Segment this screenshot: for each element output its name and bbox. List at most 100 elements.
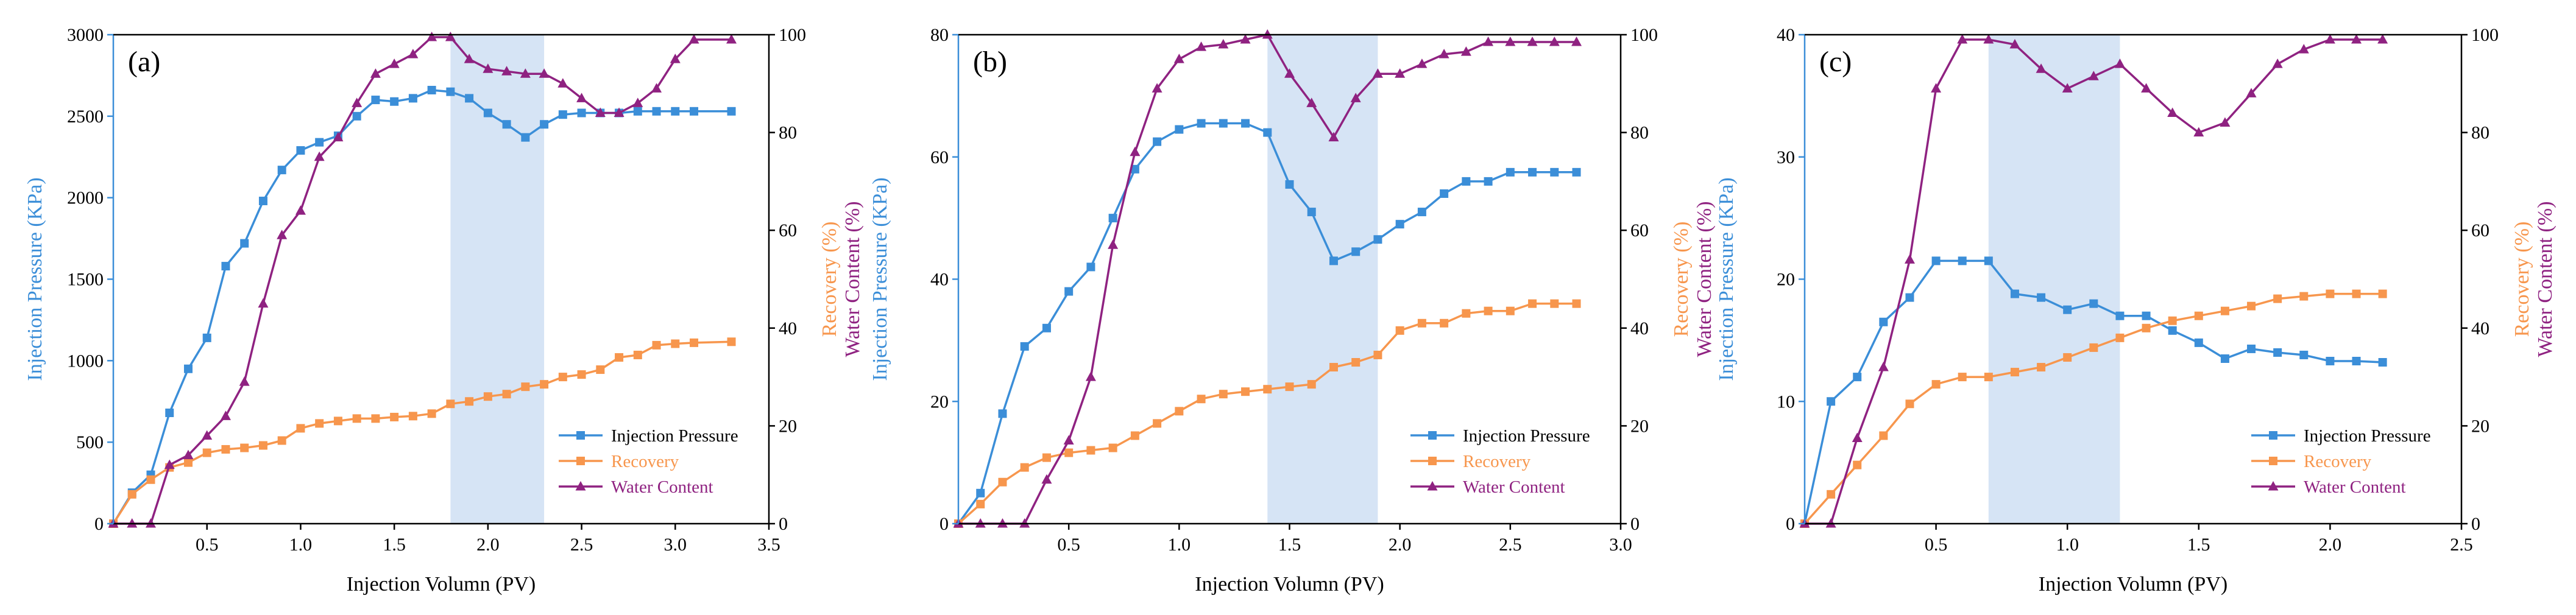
recovery-point bbox=[277, 436, 286, 445]
water-content-point bbox=[389, 58, 400, 68]
water-content-point bbox=[1328, 132, 1339, 142]
recovery-point bbox=[1931, 380, 1941, 389]
injection-pressure-point bbox=[183, 364, 193, 373]
injection-pressure-point bbox=[1395, 220, 1404, 229]
injection-pressure-point bbox=[1108, 214, 1117, 223]
left-y-axis-title: Injection Pressure (KPa) bbox=[24, 177, 46, 381]
injection-pressure-point bbox=[277, 166, 286, 175]
injection-pressure-point bbox=[1506, 167, 1515, 177]
recovery-point bbox=[2247, 301, 2256, 311]
legend-injection-pressure-label: Injection Pressure bbox=[2304, 426, 2431, 446]
right-y-tick-label: 40 bbox=[2471, 318, 2489, 339]
injection-pressure-point bbox=[1528, 167, 1537, 177]
injection-pressure-point bbox=[2063, 305, 2072, 314]
recovery-point bbox=[483, 392, 492, 401]
injection-pressure-point bbox=[1197, 119, 1206, 128]
injection-pressure-point bbox=[540, 120, 549, 129]
series-water-content bbox=[1799, 34, 2388, 528]
injection-pressure-point bbox=[1931, 256, 1941, 265]
recovery-point bbox=[1827, 490, 1836, 499]
water-content-point bbox=[239, 376, 250, 386]
recovery-axis-title: Recovery (%) bbox=[2511, 222, 2533, 337]
injection-pressure-point bbox=[446, 87, 455, 96]
panel-label: (a) bbox=[128, 46, 160, 78]
injection-pressure-point bbox=[2273, 348, 2282, 357]
left-y-tick-label: 2500 bbox=[67, 107, 104, 127]
water-content-point bbox=[1852, 432, 1863, 442]
injection-pressure-point bbox=[2326, 357, 2335, 366]
water-content-point bbox=[1284, 68, 1295, 78]
water-content-axis-title: Water Content (%) bbox=[1693, 202, 1716, 357]
left-y-axis-title: Injection Pressure (KPa) bbox=[1715, 177, 1738, 381]
injection-pressure-point bbox=[2168, 326, 2177, 335]
injection-pressure-point bbox=[1827, 397, 1836, 406]
legend-water-content-marker bbox=[1427, 481, 1438, 491]
water-content-point bbox=[2167, 107, 2178, 117]
recovery-point bbox=[1241, 387, 1250, 396]
water-content-point bbox=[557, 78, 568, 88]
highlight-band bbox=[1988, 35, 2120, 524]
water-content-point bbox=[370, 68, 381, 78]
water-content-point bbox=[632, 97, 643, 107]
injection-pressure-point bbox=[2352, 357, 2361, 366]
x-axis-title: Injection Volumn (PV) bbox=[2039, 573, 2227, 596]
water-content-point bbox=[2193, 127, 2204, 137]
left-y-tick-label: 60 bbox=[930, 147, 949, 167]
recovery-point bbox=[1285, 382, 1294, 392]
injection-pressure-point bbox=[577, 108, 586, 118]
recovery-point bbox=[258, 441, 267, 450]
injection-pressure-point bbox=[1417, 208, 1426, 217]
x-tick-label: 3.0 bbox=[1609, 535, 1632, 555]
recovery-point bbox=[671, 339, 680, 348]
right-y-tick-label: 80 bbox=[779, 123, 797, 143]
water-content-point bbox=[2036, 63, 2047, 73]
recovery-point bbox=[633, 350, 642, 359]
water-content-point bbox=[1904, 254, 1915, 264]
injection-pressure-point bbox=[2220, 354, 2229, 363]
water-content-point bbox=[2246, 88, 2257, 97]
water-content-point bbox=[1306, 97, 1317, 107]
x-tick-label: 3.5 bbox=[757, 535, 780, 555]
left-y-tick-label: 10 bbox=[1777, 392, 1795, 412]
recovery-point bbox=[2378, 289, 2387, 298]
water-content-point bbox=[2088, 71, 2099, 80]
x-tick-label: 1.0 bbox=[289, 535, 313, 555]
injection-pressure-point bbox=[1285, 180, 1294, 189]
right-y-tick-label: 80 bbox=[2471, 123, 2489, 143]
recovery-point bbox=[1153, 419, 1162, 428]
panel-c: 0.5 1.0 1.5 2.0 2.5010203040020406080100Inje… bbox=[1715, 25, 2557, 596]
water-content-point bbox=[2351, 34, 2362, 44]
x-tick-label: 3.0 bbox=[664, 535, 687, 555]
left-y-tick-label: 0 bbox=[939, 514, 949, 534]
injection-pressure-point bbox=[2142, 311, 2151, 320]
injection-pressure-point bbox=[2115, 311, 2125, 320]
recovery-point bbox=[1373, 350, 1382, 359]
legend-injection-pressure-label: Injection Pressure bbox=[1463, 426, 1590, 446]
recovery-point bbox=[1879, 431, 1888, 440]
water-content-point bbox=[220, 410, 231, 420]
injection-pressure-point bbox=[465, 94, 474, 103]
water-content-point bbox=[258, 298, 269, 308]
injection-pressure-point bbox=[1853, 373, 1862, 382]
recovery-point bbox=[2037, 363, 2046, 372]
water-content-point bbox=[1173, 54, 1184, 63]
injection-pressure-point bbox=[2378, 358, 2387, 367]
injection-pressure-point bbox=[690, 107, 699, 116]
x-tick-label: 2.0 bbox=[1389, 535, 1412, 555]
highlight-band bbox=[1267, 35, 1378, 524]
injection-pressure-point bbox=[1130, 164, 1139, 174]
injection-pressure-point bbox=[1153, 137, 1162, 146]
water-content-point bbox=[2114, 58, 2125, 68]
right-y-tick-label: 60 bbox=[1630, 220, 1649, 241]
water-content-point bbox=[1931, 83, 1942, 93]
legend: Injection Pressure Recovery Water Content bbox=[1410, 426, 1590, 497]
recovery-point bbox=[1351, 358, 1361, 367]
legend-injection-pressure-label: Injection Pressure bbox=[611, 426, 738, 446]
recovery-point bbox=[1572, 299, 1581, 308]
water-content-point bbox=[1483, 37, 1494, 46]
recovery-point bbox=[315, 419, 324, 428]
injection-pressure-point bbox=[240, 239, 249, 248]
water-content-point bbox=[2377, 34, 2388, 44]
right-y-tick-label: 0 bbox=[2471, 514, 2480, 534]
x-tick-label: 2.0 bbox=[2319, 535, 2342, 555]
